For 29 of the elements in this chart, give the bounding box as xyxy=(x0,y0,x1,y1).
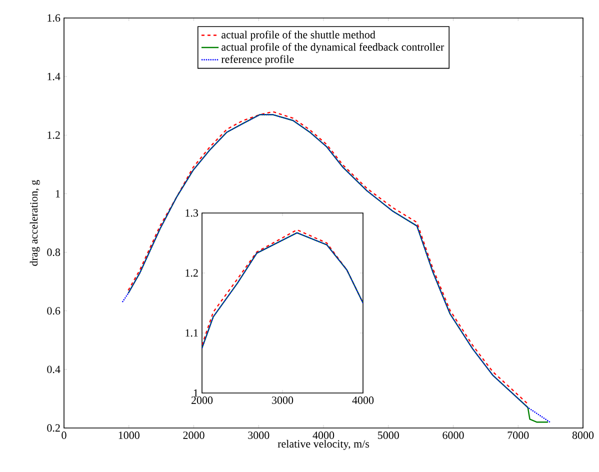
y-tick-label: 1.2 xyxy=(186,269,198,277)
x-tick-label: 2000 xyxy=(191,396,213,404)
x-tick-label: 0 xyxy=(62,432,66,439)
y-tick-label: 0.6 xyxy=(47,307,60,315)
legend-label: actual profile of the dynamical feedback controller xyxy=(222,42,444,53)
x-tick-label: 8000 xyxy=(572,432,594,439)
y-tick-label: 1.3 xyxy=(186,209,198,217)
x-tick-label: 5000 xyxy=(378,432,399,439)
y-tick-label: 1.2 xyxy=(48,131,60,139)
x-tick-label: 3000 xyxy=(248,432,270,439)
y-tick-label: 1 xyxy=(56,190,60,198)
x-tick-label: 6000 xyxy=(442,432,464,439)
legend-label: reference profile xyxy=(221,55,294,66)
y-tick-label: 1.4 xyxy=(48,72,60,80)
y-tick-label: 0.4 xyxy=(47,366,60,374)
x-tick-label: 1000 xyxy=(118,432,140,439)
x-tick-label: 4000 xyxy=(312,432,334,439)
y-tick-label: 0.2 xyxy=(47,424,60,432)
x-axis-title: relative velocity, m/s xyxy=(278,440,370,450)
y-tick-label: 1.6 xyxy=(48,14,60,22)
x-tick-label: 3000 xyxy=(272,396,294,404)
y-tick-label: 0.8 xyxy=(47,248,60,256)
y-tick-label: 1.1 xyxy=(186,329,198,337)
y-axis-title: drag acceleration, g xyxy=(30,180,40,266)
legend-label: actual profile of the shuttle method xyxy=(222,30,376,41)
x-tick-label: 7000 xyxy=(508,432,529,439)
y-tick-label: 1 xyxy=(194,389,198,397)
x-tick-label: 2000 xyxy=(183,432,204,439)
x-tick-label: 4000 xyxy=(352,396,374,404)
